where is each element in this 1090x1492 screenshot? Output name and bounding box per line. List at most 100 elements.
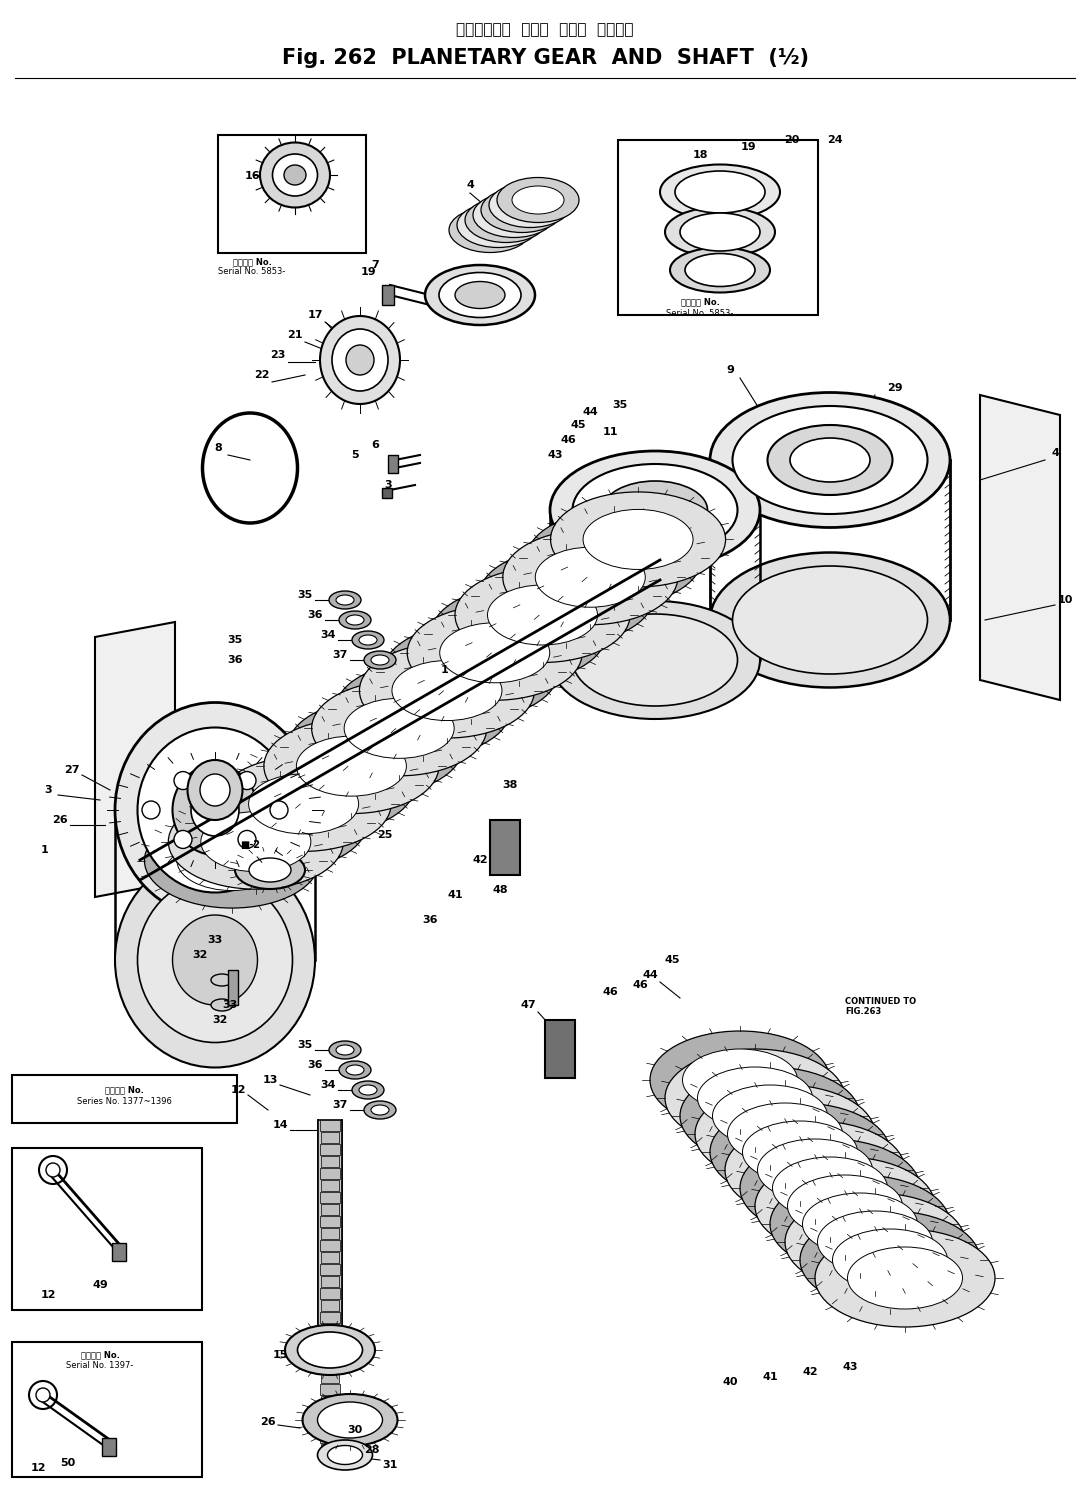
Text: 12: 12 — [40, 1291, 56, 1300]
Bar — [320, 1216, 340, 1226]
Text: 45: 45 — [570, 421, 585, 430]
Text: 37: 37 — [332, 1100, 348, 1110]
Circle shape — [238, 831, 256, 849]
Text: 38: 38 — [502, 780, 518, 789]
Bar — [618, 140, 818, 315]
Ellipse shape — [211, 1000, 233, 1012]
Ellipse shape — [272, 755, 383, 815]
Bar — [320, 1323, 339, 1335]
Text: 27: 27 — [64, 765, 80, 774]
Text: 35: 35 — [613, 400, 628, 410]
Ellipse shape — [296, 736, 407, 797]
Text: 29: 29 — [887, 383, 903, 392]
Ellipse shape — [487, 585, 597, 645]
Ellipse shape — [725, 1120, 905, 1219]
Ellipse shape — [526, 510, 702, 606]
Text: 18: 18 — [692, 151, 707, 160]
Ellipse shape — [201, 812, 311, 871]
Ellipse shape — [284, 1325, 375, 1376]
Text: シリアル No.: シリアル No. — [81, 1350, 120, 1359]
Text: 1: 1 — [441, 665, 449, 674]
Ellipse shape — [240, 737, 415, 833]
Ellipse shape — [352, 1082, 384, 1100]
Ellipse shape — [384, 624, 558, 719]
Text: 19: 19 — [740, 142, 755, 152]
Ellipse shape — [497, 178, 579, 222]
Text: 47: 47 — [520, 1000, 536, 1010]
Ellipse shape — [408, 606, 582, 700]
Ellipse shape — [710, 552, 950, 688]
Ellipse shape — [511, 565, 621, 627]
Ellipse shape — [439, 273, 521, 318]
Ellipse shape — [339, 612, 371, 630]
Ellipse shape — [473, 192, 555, 237]
Ellipse shape — [680, 1067, 860, 1165]
Text: シリーズ No.: シリーズ No. — [232, 258, 271, 267]
Text: 44: 44 — [582, 407, 598, 416]
Text: 26: 26 — [261, 1417, 276, 1426]
Bar — [12, 1076, 237, 1123]
Ellipse shape — [317, 1402, 383, 1438]
Text: 33: 33 — [222, 1000, 238, 1010]
Circle shape — [270, 801, 288, 819]
Ellipse shape — [187, 759, 242, 821]
Bar — [218, 134, 366, 254]
Ellipse shape — [116, 703, 315, 918]
Text: 46: 46 — [560, 436, 576, 445]
Ellipse shape — [572, 615, 738, 706]
Ellipse shape — [261, 143, 330, 207]
Ellipse shape — [742, 1120, 858, 1183]
Ellipse shape — [767, 425, 893, 495]
Ellipse shape — [336, 595, 354, 604]
Ellipse shape — [770, 1176, 950, 1273]
Bar — [320, 1373, 339, 1383]
Ellipse shape — [425, 266, 535, 325]
Ellipse shape — [249, 774, 359, 834]
Text: 45: 45 — [664, 955, 680, 965]
Ellipse shape — [168, 794, 343, 889]
Text: 9: 9 — [726, 366, 734, 374]
Ellipse shape — [288, 700, 463, 795]
Text: 23: 23 — [270, 351, 286, 360]
Text: 28: 28 — [364, 1444, 379, 1455]
Bar — [490, 821, 520, 874]
Text: 20: 20 — [785, 134, 800, 145]
Bar — [320, 1311, 340, 1323]
Text: 49: 49 — [93, 1280, 108, 1291]
Text: 4: 4 — [467, 181, 474, 189]
Ellipse shape — [665, 207, 775, 257]
Bar — [228, 970, 238, 1006]
Ellipse shape — [670, 248, 770, 292]
Text: 12: 12 — [31, 1464, 46, 1473]
Text: 15: 15 — [272, 1350, 288, 1361]
Ellipse shape — [415, 642, 525, 701]
Text: 24: 24 — [827, 134, 843, 145]
Text: Serial No. 5853-: Serial No. 5853- — [666, 309, 734, 318]
Bar — [320, 1335, 340, 1347]
Text: 50: 50 — [60, 1458, 75, 1468]
Bar — [320, 1144, 340, 1155]
Ellipse shape — [661, 164, 780, 219]
Text: 36: 36 — [227, 655, 243, 665]
Ellipse shape — [346, 1065, 364, 1076]
Text: 22: 22 — [254, 370, 269, 380]
Ellipse shape — [392, 661, 501, 721]
Ellipse shape — [359, 1085, 377, 1095]
Ellipse shape — [695, 1085, 875, 1183]
Ellipse shape — [502, 530, 678, 625]
Circle shape — [238, 771, 256, 789]
Ellipse shape — [758, 1138, 872, 1201]
Ellipse shape — [346, 615, 364, 625]
Ellipse shape — [710, 392, 950, 528]
Text: 13: 13 — [263, 1076, 278, 1085]
Bar — [320, 1264, 340, 1276]
Ellipse shape — [535, 548, 645, 607]
Text: 6: 6 — [371, 440, 379, 451]
Ellipse shape — [455, 282, 505, 309]
Bar — [320, 1180, 339, 1191]
Polygon shape — [980, 395, 1059, 700]
Bar — [320, 1192, 340, 1203]
Text: 42: 42 — [472, 855, 488, 865]
Text: 16: 16 — [244, 172, 259, 181]
Text: 42: 42 — [802, 1367, 818, 1377]
